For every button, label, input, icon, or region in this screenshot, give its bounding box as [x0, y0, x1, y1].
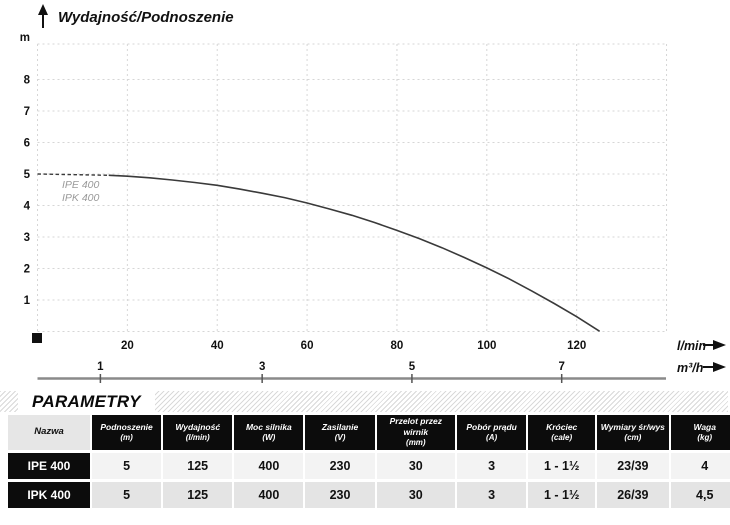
table-cell: 30 [376, 453, 456, 479]
column-header-unit: (l/min) [185, 432, 210, 442]
x-tick-label: 80 [391, 340, 404, 352]
table-cell: 400 [234, 482, 304, 508]
grid-layer [37, 43, 668, 332]
parameters-section-title: PARAMETRY [18, 389, 155, 414]
table-cell: 125 [163, 453, 233, 479]
row-name-cell: IPK 400 [8, 482, 90, 508]
column-header-label: Króciec [546, 421, 578, 432]
table-cell: 5 [91, 453, 162, 479]
column-header-label: Przelot przez wirnik [389, 416, 443, 438]
tick-label-layer: 1 2 3 4 5 6 7 8 20 40 60 80 100 120 1 3 5 7 [24, 75, 666, 383]
table-cell: 400 [234, 453, 304, 479]
table-cell: 23/39 [597, 453, 669, 479]
column-header-label: Wymiary śr/wys [600, 421, 665, 432]
y-tick-label: 2 [24, 264, 30, 276]
table-cell: 3 [457, 482, 527, 508]
up-arrow-icon [38, 4, 48, 28]
column-header-unit: (V) [334, 432, 346, 442]
y-tick-label: 4 [24, 201, 31, 213]
row-name-cell: IPE 400 [8, 453, 90, 479]
table-cell: 5 [91, 482, 162, 508]
y-tick-label: 3 [24, 232, 30, 244]
table-cell: 30 [376, 482, 456, 508]
column-header: Pobór prądu (A) [457, 415, 527, 450]
x2-tick-label: 7 [558, 361, 564, 373]
curve-series-label-1: IPE 400 [62, 179, 100, 191]
column-header-label: Pobór prądu [466, 421, 517, 432]
column-header-unit: (A) [486, 432, 498, 442]
column-header-unit: (kg) [697, 432, 713, 442]
pump-performance-chart: 1 2 3 4 5 6 7 8 20 40 60 80 100 120 1 3 5 7 Wydajność/Pod… [20, 4, 726, 383]
x-tick-label: 40 [211, 340, 224, 352]
column-header-label: Moc silnika [245, 421, 292, 432]
table-cell: 230 [305, 482, 375, 508]
x-tick-label: 120 [567, 340, 586, 352]
right-arrow-icon [703, 362, 726, 372]
y-tick-label: 1 [24, 295, 31, 307]
flow-head-curve [108, 174, 600, 332]
x-tick-label: 100 [477, 340, 496, 352]
curve-series-label-2: IPK 400 [62, 192, 100, 204]
column-header-unit: (cale) [551, 432, 573, 442]
y-tick-label: 6 [24, 138, 30, 150]
origin-marker [32, 333, 42, 343]
x2-tick-label: 5 [409, 361, 416, 373]
curve-layer [37, 173, 600, 332]
x2-tick-label: 3 [259, 361, 265, 373]
table-cell: 125 [163, 482, 233, 508]
column-header-label: Waga [693, 421, 716, 432]
column-header-label: Wydajność [175, 421, 221, 432]
x-tick-label: 60 [301, 340, 314, 352]
column-header: Moc silnika (W) [234, 415, 304, 450]
column-header-unit: (W) [262, 432, 276, 442]
table-cell: 230 [305, 453, 375, 479]
right-arrow-icon [703, 340, 726, 350]
chart-title: Wydajność/Podnoszenie [58, 9, 234, 26]
x2-tick-label: 1 [97, 361, 104, 373]
column-header: Wydajność (l/min) [163, 415, 233, 450]
column-header-label: Zasilanie [321, 421, 359, 432]
table-cell: 1 - 1½ [528, 453, 596, 479]
table-cell: 26/39 [597, 482, 669, 508]
y-tick-label: 7 [24, 106, 30, 118]
table-cell: 1 - 1½ [528, 482, 596, 508]
column-header-label: Podnoszenie [100, 421, 153, 432]
parameters-section-band: PARAMETRY [0, 389, 728, 414]
table-cell: 4,5 [670, 482, 730, 508]
parameters-table: Nazwa Podnoszenie (m) Wydajność (l/min) Moc s… [8, 415, 730, 508]
column-header-unit: (mm) [406, 438, 426, 448]
column-header: Wymiary śr/wys (cm) [597, 415, 669, 450]
x-tick-label: 20 [121, 340, 134, 352]
column-header: Zasilanie (V) [305, 415, 375, 450]
y-tick-label: 5 [24, 169, 31, 181]
y-axis-unit-label: m [20, 32, 30, 44]
column-header-name: Nazwa [8, 415, 90, 450]
column-header-unit: (cm) [624, 432, 642, 442]
column-header: Króciec (cale) [528, 415, 596, 450]
y-tick-label: 8 [24, 75, 31, 87]
x2-axis-unit-label: m³/h [677, 361, 704, 375]
column-header: Waga (kg) [670, 415, 730, 450]
column-header-label: Nazwa [34, 426, 64, 438]
table-cell: 3 [457, 453, 527, 479]
column-header-unit: (m) [120, 432, 133, 442]
x-axis-unit-label: l/min [677, 339, 707, 353]
column-header: Podnoszenie (m) [91, 415, 162, 450]
column-header: Przelot przez wirnik (mm) [376, 415, 456, 450]
table-cell: 4 [670, 453, 730, 479]
